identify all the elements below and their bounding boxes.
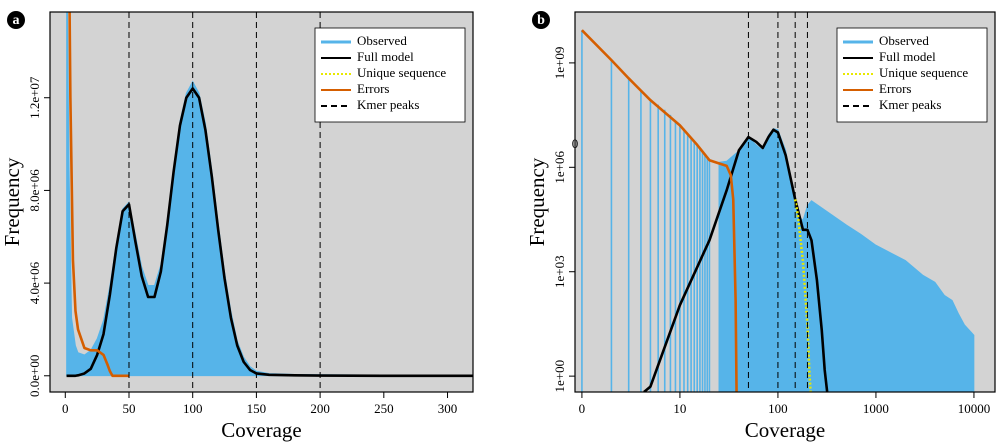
x-tick-label: 0 — [579, 401, 586, 416]
panel-badge — [7, 11, 25, 29]
y-tick-label: 1e+06 — [552, 151, 567, 184]
series-line — [580, 29, 738, 392]
x-tick-label: 10 — [673, 401, 686, 416]
y-tick-label: 4.0e+06 — [27, 261, 42, 304]
legend-box — [836, 27, 988, 123]
legend-label: Errors — [879, 81, 912, 96]
series-line — [643, 128, 829, 392]
observed-area — [718, 128, 975, 392]
y-axis-label: Frequency — [525, 157, 549, 246]
x-axis-label: Coverage — [221, 418, 301, 442]
series-line — [66, 87, 473, 378]
panel: 0 50 100 150 200 250 300 0.0e+00 4.0e+06 8.0e+06 1… — [0, 11, 474, 442]
plot-frame — [574, 11, 996, 393]
x-tick-label: 50 — [122, 401, 135, 416]
legend-label: Kmer peaks — [357, 97, 419, 112]
legend-label: Full model — [357, 49, 414, 64]
x-tick-label: 10000 — [958, 401, 991, 416]
y-tick-label: 1e+03 — [552, 255, 567, 288]
panel: 0 10 100 1000 10000 1e+00 1e+03 1e+06 1e+09 Cover… — [525, 11, 996, 442]
x-tick-label: 300 — [438, 401, 458, 416]
plot-area — [580, 12, 975, 392]
x-tick-label: 200 — [310, 401, 330, 416]
x-tick-label: 1000 — [863, 401, 889, 416]
x-tick-label: 150 — [247, 401, 267, 416]
panel-label: a — [13, 13, 20, 28]
y-axis-label: Frequency — [0, 157, 24, 246]
panel-badge — [532, 11, 550, 29]
legend-label: Observed — [879, 33, 929, 48]
legend-label: Errors — [357, 81, 390, 96]
panel-label: b — [537, 13, 545, 28]
series-line — [68, 12, 129, 378]
plot-frame — [49, 11, 474, 393]
legend-label: Full model — [879, 49, 936, 64]
annotation: 0 — [572, 136, 579, 151]
legend-label: Unique sequence — [357, 65, 446, 80]
y-tick-label: 1.2e+07 — [27, 76, 42, 119]
legend-label: Kmer peaks — [879, 97, 941, 112]
x-tick-label: 0 — [62, 401, 69, 416]
x-axis-label: Coverage — [745, 418, 825, 442]
y-tick-label: 1e+09 — [552, 47, 567, 80]
legend-box — [314, 27, 466, 123]
legend-label: Unique sequence — [879, 65, 968, 80]
legend-label: Observed — [357, 33, 407, 48]
y-tick-label: 8.0e+06 — [27, 169, 42, 212]
y-tick-label: 1e+00 — [552, 360, 567, 393]
y-tick-label: 0.0e+00 — [27, 355, 42, 397]
x-tick-label: 100 — [183, 401, 203, 416]
x-tick-label: 250 — [374, 401, 394, 416]
x-tick-label: 100 — [768, 401, 788, 416]
